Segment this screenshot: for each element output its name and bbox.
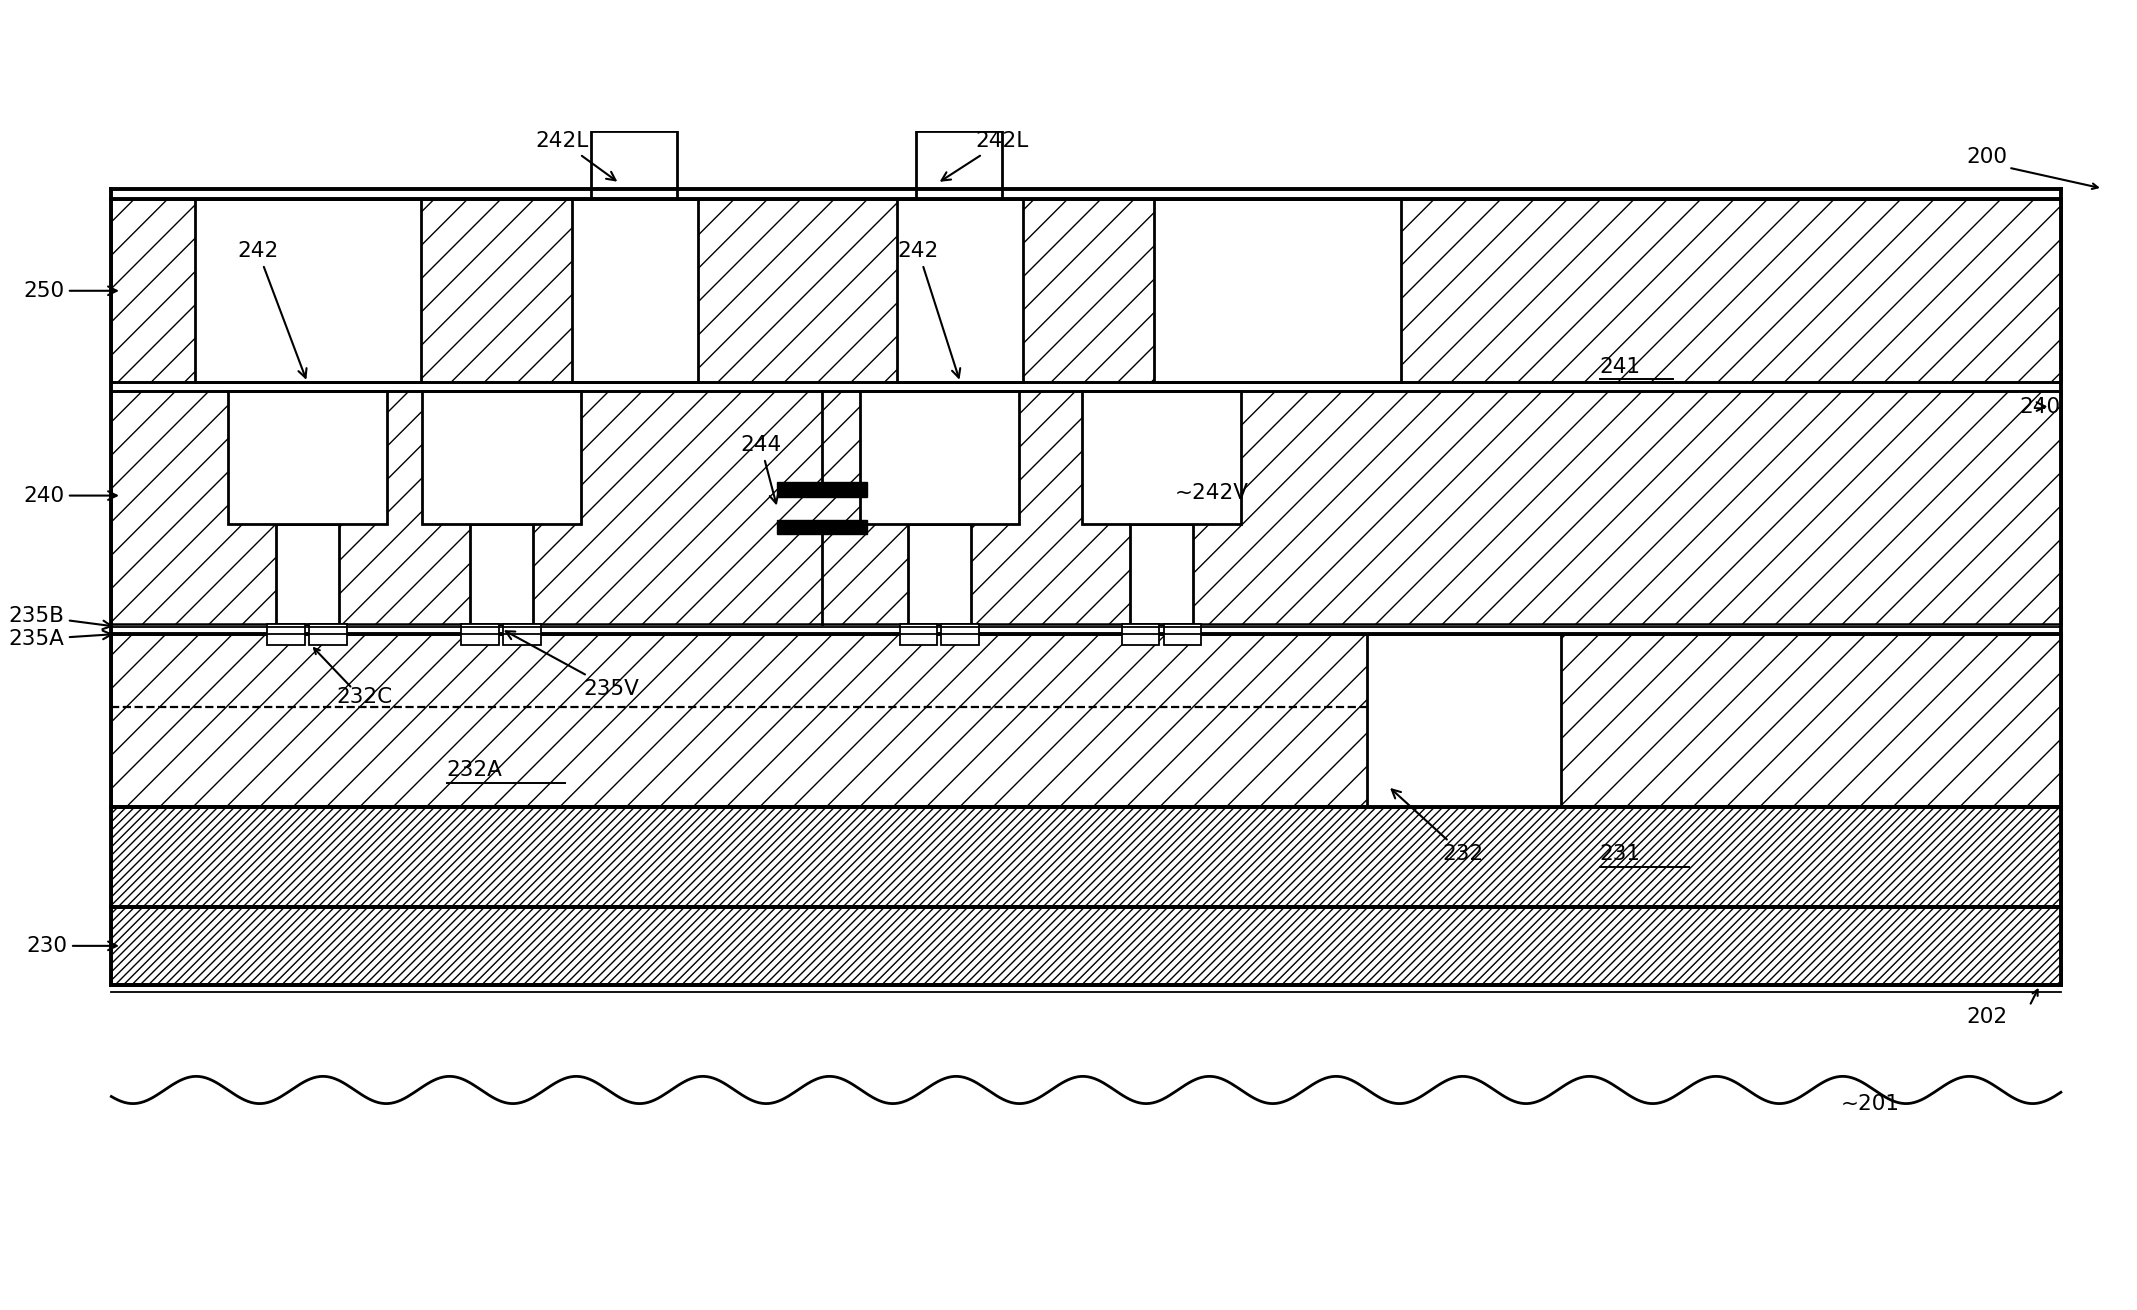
Text: 242: 242 xyxy=(237,241,306,377)
Bar xyxy=(229,390,387,524)
Bar xyxy=(111,390,2060,624)
Bar xyxy=(908,524,970,624)
Text: 242L: 242L xyxy=(536,131,615,181)
Bar xyxy=(1130,524,1192,624)
Text: 242: 242 xyxy=(898,241,960,377)
Bar xyxy=(276,524,340,624)
Bar xyxy=(1081,390,1242,524)
Text: 235B: 235B xyxy=(9,607,111,629)
Bar xyxy=(778,482,865,496)
Bar xyxy=(573,199,699,383)
Text: 232A: 232A xyxy=(447,760,502,781)
Text: ~242V: ~242V xyxy=(1175,482,1250,503)
Bar xyxy=(1368,634,1560,807)
Bar xyxy=(111,199,2060,383)
Text: 242L: 242L xyxy=(942,131,1028,181)
Bar xyxy=(111,807,2060,907)
Text: 200: 200 xyxy=(1966,147,2007,168)
Bar xyxy=(421,390,581,524)
Bar xyxy=(504,624,541,645)
Bar xyxy=(462,624,500,645)
Text: 240: 240 xyxy=(24,486,118,506)
Bar xyxy=(470,524,532,624)
Text: 244: 244 xyxy=(739,435,782,503)
Bar xyxy=(194,199,421,383)
Bar xyxy=(778,520,865,534)
Bar xyxy=(111,634,2060,807)
Bar xyxy=(1165,624,1201,645)
Text: 232: 232 xyxy=(1391,790,1483,865)
Text: 235V: 235V xyxy=(506,631,639,698)
Bar xyxy=(1154,199,1400,383)
Bar xyxy=(917,131,1002,199)
Bar xyxy=(310,624,346,645)
Text: 241: 241 xyxy=(1601,356,1641,377)
Bar xyxy=(267,624,306,645)
Text: 202: 202 xyxy=(1966,1006,2007,1027)
Bar xyxy=(1122,624,1160,645)
Text: 235A: 235A xyxy=(9,629,111,650)
Text: 231: 231 xyxy=(1601,844,1641,865)
Text: ~201: ~201 xyxy=(1840,1094,1900,1114)
Text: 250: 250 xyxy=(24,280,118,301)
Text: 240: 240 xyxy=(2019,397,2060,417)
Bar xyxy=(111,907,2060,985)
Text: 232C: 232C xyxy=(338,686,393,707)
Bar xyxy=(942,624,979,645)
Bar xyxy=(592,131,677,199)
Bar xyxy=(859,390,1019,524)
Bar xyxy=(900,624,938,645)
Bar xyxy=(898,199,1024,383)
Text: 230: 230 xyxy=(26,935,118,956)
